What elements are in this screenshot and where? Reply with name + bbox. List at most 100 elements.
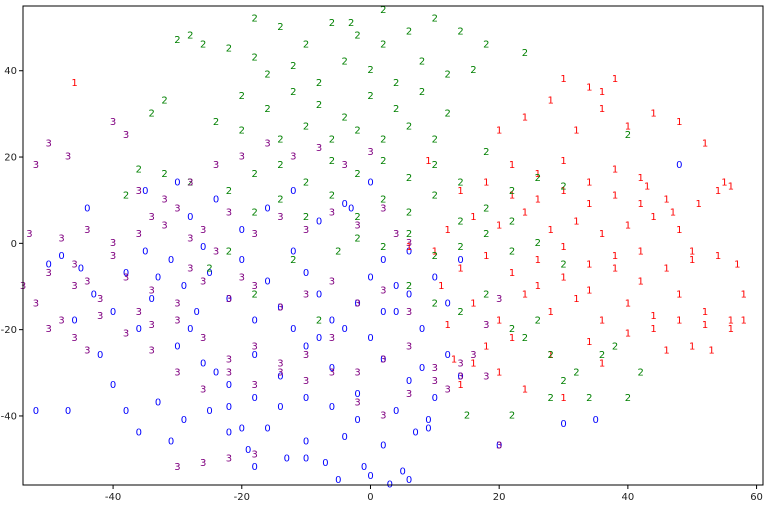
point-digit-3: 3	[174, 462, 180, 473]
point-digit-1: 1	[560, 74, 566, 85]
point-digit-0: 0	[187, 212, 193, 223]
point-digit-0: 0	[367, 471, 373, 482]
point-digit-0: 0	[213, 195, 219, 206]
point-digit-0: 0	[432, 272, 438, 283]
point-digit-0: 0	[380, 441, 386, 452]
point-digit-1: 1	[432, 247, 438, 258]
point-digit-3: 3	[200, 385, 206, 396]
x-tick-label: 0	[367, 492, 373, 503]
point-digit-2: 2	[264, 104, 270, 115]
point-digit-1: 1	[702, 320, 708, 331]
point-digit-2: 2	[548, 350, 554, 361]
point-digit-0: 0	[58, 251, 64, 262]
point-digit-2: 2	[560, 259, 566, 270]
point-digit-3: 3	[380, 411, 386, 422]
point-digit-0: 0	[174, 177, 180, 188]
point-digit-3: 3	[496, 441, 502, 452]
point-digit-1: 1	[438, 281, 444, 292]
point-digit-3: 3	[65, 152, 71, 163]
point-digit-3: 3	[123, 329, 129, 340]
point-digit-1: 1	[457, 186, 463, 197]
point-digit-0: 0	[84, 203, 90, 214]
point-digit-0: 0	[335, 475, 341, 486]
point-digit-0: 0	[457, 372, 463, 383]
point-digit-1: 1	[734, 259, 740, 270]
point-digit-2: 2	[290, 87, 296, 98]
point-digit-0: 0	[425, 415, 431, 426]
point-digit-1: 1	[535, 281, 541, 292]
point-digit-2: 2	[136, 165, 142, 176]
point-digit-3: 3	[277, 359, 283, 370]
point-digit-3: 3	[406, 238, 412, 249]
point-digit-2: 2	[625, 130, 631, 141]
point-digit-1: 1	[638, 199, 644, 210]
point-digit-2: 2	[329, 18, 335, 29]
point-digit-2: 2	[638, 367, 644, 378]
point-digit-0: 0	[226, 380, 232, 391]
point-digit-3: 3	[71, 259, 77, 270]
point-digit-0: 0	[277, 303, 283, 314]
point-digit-1: 1	[457, 264, 463, 275]
point-digit-2: 2	[354, 212, 360, 223]
point-digit-1: 1	[586, 337, 592, 348]
point-digit-1: 1	[548, 225, 554, 236]
point-digit-1: 1	[689, 247, 695, 258]
point-digit-0: 0	[277, 372, 283, 383]
point-digit-1: 1	[650, 212, 656, 223]
point-digit-2: 2	[187, 31, 193, 42]
point-digit-0: 0	[432, 393, 438, 404]
point-digit-0: 0	[593, 415, 599, 426]
point-digit-2: 2	[206, 264, 212, 275]
point-digit-0: 0	[380, 354, 386, 365]
point-digit-1: 1	[509, 190, 515, 201]
point-digit-0: 0	[200, 359, 206, 370]
point-digit-2: 2	[457, 26, 463, 37]
point-digit-1: 1	[728, 316, 734, 327]
point-digit-2: 2	[348, 18, 354, 29]
point-digit-1: 1	[483, 251, 489, 262]
point-digit-2: 2	[432, 190, 438, 201]
point-digit-0: 0	[136, 428, 142, 439]
point-digit-0: 0	[200, 242, 206, 253]
point-digit-1: 1	[676, 290, 682, 301]
point-digit-2: 2	[406, 208, 412, 219]
point-digit-2: 2	[380, 156, 386, 167]
point-digit-1: 1	[670, 208, 676, 219]
point-digit-3: 3	[329, 333, 335, 344]
point-digit-0: 0	[149, 294, 155, 305]
point-digit-2: 2	[393, 78, 399, 89]
point-digit-0: 0	[78, 264, 84, 275]
point-digit-1: 1	[470, 212, 476, 223]
point-digit-1: 1	[406, 242, 412, 253]
point-digit-2: 2	[303, 212, 309, 223]
point-digit-0: 0	[393, 307, 399, 318]
point-digit-0: 0	[457, 255, 463, 266]
point-digit-0: 0	[393, 406, 399, 417]
point-digit-0: 0	[406, 475, 412, 486]
point-digit-0: 0	[290, 247, 296, 258]
point-digit-1: 1	[71, 78, 77, 89]
point-digit-0: 0	[342, 432, 348, 443]
point-digit-1: 1	[741, 290, 747, 301]
point-digit-1: 1	[741, 316, 747, 327]
point-digit-0: 0	[181, 281, 187, 292]
point-digit-0: 0	[393, 281, 399, 292]
x-tick-label: -40	[105, 492, 121, 503]
point-digit-2: 2	[548, 393, 554, 404]
point-digit-3: 3	[367, 147, 373, 158]
point-digit-0: 0	[316, 333, 322, 344]
point-digit-3: 3	[457, 372, 463, 383]
point-digit-3: 3	[483, 320, 489, 331]
point-digit-1: 1	[625, 221, 631, 232]
point-digit-3: 3	[26, 229, 32, 240]
point-digit-2: 2	[535, 238, 541, 249]
point-digit-0: 0	[65, 406, 71, 417]
point-digit-0: 0	[367, 272, 373, 283]
point-digit-2: 2	[290, 61, 296, 72]
point-digit-2: 2	[406, 26, 412, 37]
point-digit-1: 1	[509, 160, 515, 171]
point-digit-3: 3	[200, 333, 206, 344]
point-digit-3: 3	[97, 294, 103, 305]
point-digit-3: 3	[123, 272, 129, 283]
point-digit-2: 2	[277, 160, 283, 171]
